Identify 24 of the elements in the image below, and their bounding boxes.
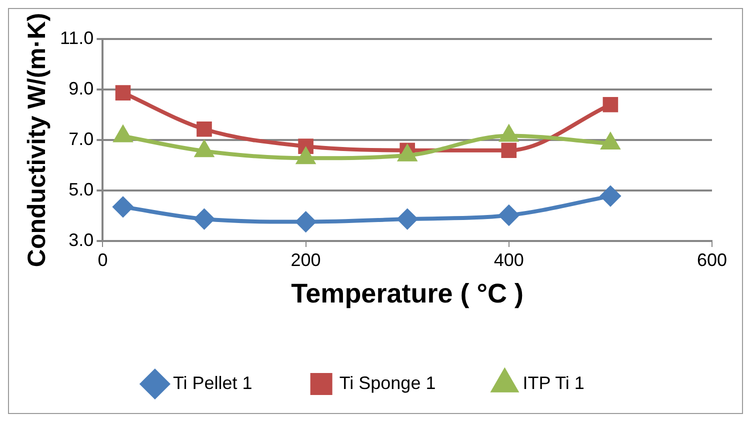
legend-label: ITP Ti 1 bbox=[522, 372, 584, 393]
point bbox=[501, 142, 517, 158]
point bbox=[600, 186, 620, 206]
y-tick-label: 3.0 bbox=[68, 230, 94, 250]
legend-label: Ti Pellet 1 bbox=[172, 372, 252, 393]
y-tick-label: 7.0 bbox=[68, 128, 94, 149]
x-tick-label: 0 bbox=[98, 250, 108, 270]
x-tick-label: 200 bbox=[290, 250, 321, 270]
y-tick-label: 5.0 bbox=[68, 179, 94, 200]
y-axis-title: Conductivity W/(m·K) bbox=[22, 12, 51, 268]
x-axis-title: Temperature ( °C ) bbox=[291, 278, 524, 308]
x-tick-label: 400 bbox=[494, 250, 524, 270]
point bbox=[115, 85, 131, 100]
x-tick-label: 600 bbox=[696, 250, 728, 270]
point bbox=[602, 96, 618, 112]
point bbox=[498, 205, 519, 226]
y-tick-label: 9.0 bbox=[68, 78, 94, 98]
point bbox=[196, 121, 212, 137]
y-tick-label: 11.0 bbox=[60, 28, 94, 48]
point bbox=[194, 209, 214, 230]
point bbox=[397, 209, 418, 230]
legend-label: Ti Sponge 1 bbox=[339, 372, 436, 393]
point bbox=[296, 212, 316, 232]
point bbox=[113, 196, 134, 217]
